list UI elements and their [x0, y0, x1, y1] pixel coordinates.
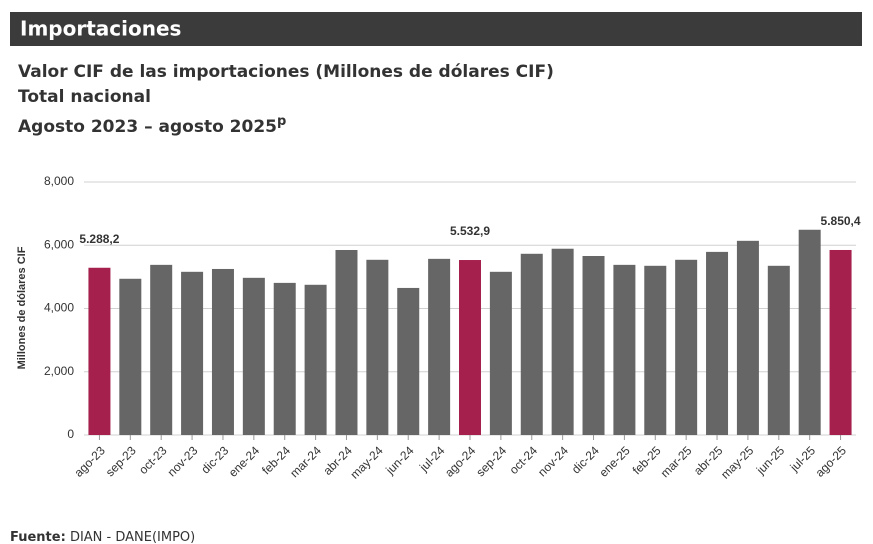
y-axis-label: Millones de dólares CIF — [16, 246, 28, 369]
x-tick-label: ago-23 — [71, 443, 108, 480]
bar — [242, 277, 265, 435]
y-tick-label: 4,000 — [44, 301, 74, 315]
x-tick-label: mar-25 — [658, 443, 695, 480]
x-tick-label: ago-24 — [442, 443, 479, 480]
y-tick-label: 2,000 — [44, 364, 74, 378]
x-tick-label: ago-25 — [813, 443, 850, 480]
data-label: 5.288,2 — [79, 232, 119, 246]
y-tick-label: 0 — [67, 427, 74, 441]
bar — [798, 229, 821, 435]
x-tick-label: mar-24 — [287, 443, 324, 480]
bar — [150, 264, 173, 435]
data-label: 5.532,9 — [450, 224, 490, 238]
x-tick-label: ene-24 — [226, 443, 263, 480]
bar — [582, 256, 605, 435]
header-title: Importaciones — [20, 17, 181, 41]
bar — [644, 265, 667, 435]
bar — [335, 249, 358, 435]
x-tick-label: may-25 — [718, 443, 756, 481]
x-tick-label: sep-24 — [473, 443, 509, 479]
footer: Fuente: DIAN - DANE(IMPO) — [10, 530, 195, 544]
x-tick-label: jun-24 — [382, 443, 416, 477]
bar — [675, 259, 698, 435]
bar — [273, 282, 296, 435]
bar — [551, 248, 574, 435]
x-tick-label: sep-23 — [103, 443, 139, 479]
bar — [613, 264, 636, 435]
bar — [366, 259, 389, 435]
x-tick-label: oct-24 — [507, 443, 541, 477]
bar — [397, 287, 420, 435]
bar — [767, 265, 790, 435]
header-bar — [10, 12, 862, 46]
x-tick-label: oct-23 — [136, 443, 170, 477]
bar — [489, 271, 512, 435]
bar — [829, 249, 852, 435]
bar — [119, 278, 142, 435]
x-tick-label: nov-24 — [535, 443, 571, 479]
y-tick-label: 6,000 — [44, 237, 74, 251]
chart-title: Valor CIF de las importaciones (Millones… — [18, 62, 554, 82]
chart-period: Agosto 2023 – agosto 2025p — [18, 114, 286, 138]
footer-text: DIAN - DANE(IMPO) — [70, 530, 195, 544]
chart-subtitle: Total nacional — [18, 87, 151, 107]
bar — [211, 268, 234, 435]
x-tick-label: jun-25 — [753, 443, 787, 477]
bar — [520, 253, 543, 435]
bar — [88, 267, 111, 435]
bar — [706, 251, 729, 435]
bar — [304, 284, 327, 435]
x-tick-label: nov-23 — [165, 443, 201, 479]
bar — [181, 271, 204, 435]
bar — [459, 260, 481, 435]
bar — [428, 258, 451, 435]
bar — [736, 240, 759, 435]
x-tick-label: may-24 — [348, 443, 386, 481]
footer-label: Fuente: — [10, 530, 66, 544]
period-text: Agosto 2023 – agosto 2025 — [18, 117, 277, 137]
data-label: 5.850,4 — [821, 214, 861, 228]
x-tick-label: ene-25 — [596, 443, 633, 480]
y-tick-label: 8,000 — [44, 174, 74, 188]
period-mark: p — [277, 114, 286, 129]
